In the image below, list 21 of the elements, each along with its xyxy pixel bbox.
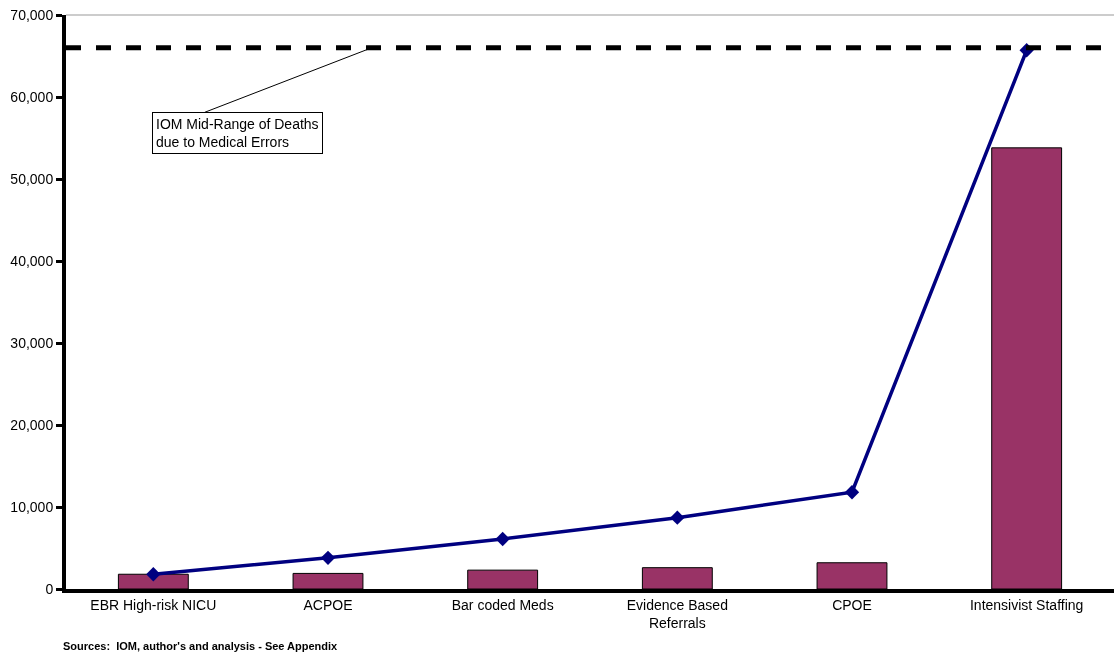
x-tick-label: ACPOE — [303, 596, 353, 613]
point — [844, 485, 860, 500]
x-tick-label: EBR High-risk NICU — [90, 596, 217, 613]
y-tick-label: 70,000 — [10, 6, 54, 23]
y-tick-label: 30,000 — [10, 334, 54, 351]
point — [495, 531, 510, 547]
point — [146, 567, 161, 582]
y-tick-label: 0 — [45, 580, 54, 597]
point — [320, 550, 336, 565]
y-tick-label: 20,000 — [10, 416, 54, 433]
y-tick-label: 10,000 — [10, 498, 54, 515]
source-note: Sources: IOM, author's and analysis - See Appendix — [63, 640, 339, 652]
y-tick-label: 50,000 — [10, 170, 54, 187]
y-tick-label: 60,000 — [10, 88, 54, 105]
point — [670, 510, 685, 525]
x-tick-label: Bar coded Meds — [451, 596, 554, 613]
x-tick-label: Evidence Based Referrals — [626, 596, 728, 631]
y-tick-label: 40,000 — [10, 252, 54, 269]
x-tick-label: Intensivist Staffing — [969, 596, 1084, 613]
ref-line-label: IOM Mid-Range of Deaths due to Medical Errors — [156, 116, 319, 151]
x-tick-label: CPOE — [832, 596, 872, 613]
